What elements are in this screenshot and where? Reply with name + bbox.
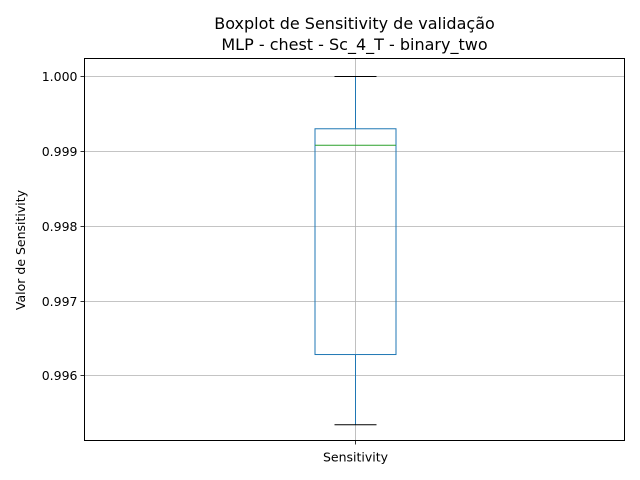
- y-tick-label: 0.999: [42, 144, 78, 159]
- tick-layer: 0.996 0.997 0.998 0.999 1.000 Sensitivity: [42, 69, 389, 465]
- chart-subtitle: MLP - chest - Sc_4_T - binary_two: [221, 35, 487, 55]
- grid-layer: [84, 58, 625, 441]
- x-tick-label: Sensitivity: [323, 450, 389, 465]
- y-tick-label: 0.997: [42, 294, 78, 309]
- chart-title: Boxplot de Sensitivity de validação: [214, 14, 495, 33]
- y-axis-label: Valor de Sensitivity: [13, 189, 28, 310]
- y-tick-label: 0.998: [42, 219, 78, 234]
- y-tick-label: 0.996: [42, 368, 78, 383]
- plot-frame: [84, 58, 625, 441]
- box-layer: [314, 75, 397, 426]
- iqr-box: [314, 128, 397, 356]
- y-tick-label: 1.000: [42, 69, 78, 84]
